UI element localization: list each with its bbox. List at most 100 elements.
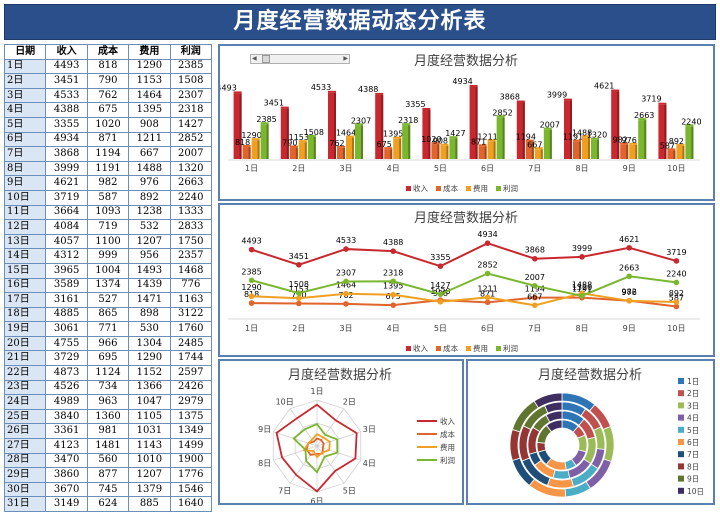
data-point [248,246,255,253]
bar [289,147,298,159]
data-label: 2663 [619,263,639,272]
date-cell: 3日 [3,87,47,104]
value-cell: 1640 [169,496,213,512]
bar-top [298,140,307,143]
bar [307,136,316,159]
legend-swatch [678,475,684,482]
data-label: 1427 [445,129,465,138]
day-scrollbar[interactable]: ◀ ▶ [250,54,350,64]
data-label: 1508 [304,128,324,137]
scroll-thumb[interactable] [262,55,270,63]
value-cell: 2852 [169,131,213,148]
value-cell: 2485 [169,335,213,352]
chart-title: 月度经营数据分析 [414,210,518,226]
value-cell: 560 [86,452,130,469]
bar [525,141,534,159]
scroll-left-icon[interactable]: ◀ [252,55,257,62]
legend-swatch [678,439,684,445]
bar-top [307,134,316,137]
bar [667,150,676,159]
scroll-right-icon[interactable]: ▶ [343,55,348,62]
x-tick-label: 10日 [667,324,685,333]
value-cell: 1744 [169,350,213,367]
date-cell: 28日 [3,452,47,469]
legend-label: 4日 [687,414,699,423]
bar-top [402,123,411,126]
data-point [296,290,302,296]
data-point [437,263,444,269]
data-label: 2007 [540,121,560,130]
data-label: 4388 [358,85,378,94]
legend-swatch [466,186,471,191]
value-cell: 1211 [128,131,171,148]
bar-top [251,138,260,141]
value-cell: 877 [86,467,130,483]
bar [337,147,345,159]
data-label: 3451 [289,252,309,261]
data-label: 675 [377,140,392,149]
date-cell: 15日 [3,262,47,279]
data-point [532,283,538,289]
bar [620,144,629,159]
bar [543,129,552,159]
bar [280,108,289,159]
data-point [343,278,349,285]
data-label: 587 [660,141,675,150]
legend-label: 利润 [440,455,455,465]
bar-side [334,92,336,159]
radar-series [292,422,339,474]
value-cell: 4057 [45,233,88,250]
data-point [390,302,396,308]
bar-side [239,93,242,159]
bar-top [658,102,667,105]
bar-top [496,115,505,118]
value-cell: 527 [86,292,130,308]
value-cell: 1163 [169,292,213,308]
value-cell: 1493 [128,262,171,279]
bar-side [493,141,496,159]
bar-top [355,123,363,126]
legend-label: 收入 [440,416,455,426]
data-label: 667 [527,292,542,301]
legend-swatch [436,346,441,351]
legend-swatch [678,487,684,494]
table-row: 22日 4873 1124 1152 2597 [3,365,213,381]
value-cell: 1194 [86,146,130,162]
legend-label: 成本 [443,183,458,193]
bar [573,141,581,159]
chart-title: 月度经营数据分析 [538,367,642,383]
data-label: 871 [471,137,486,146]
date-cell: 25日 [3,408,47,425]
bar [629,144,638,159]
value-cell: 4873 [45,365,88,381]
value-cell: 1750 [169,233,213,250]
bar [676,145,685,159]
legend-swatch [496,346,501,351]
radar-axis-label: 2日 [343,398,356,407]
value-cell: 771 [86,321,130,337]
bar-top [534,147,543,150]
data-point [626,244,632,251]
value-cell: 1207 [128,467,171,483]
value-cell: 3868 [45,146,88,162]
series-line [251,272,677,297]
legend-swatch [678,402,684,409]
data-label: 1427 [430,281,450,290]
bar-side [540,149,543,159]
bar-side [673,150,676,159]
bar-top [469,84,478,87]
data-point [296,262,302,268]
bar-side [626,144,629,159]
data-point [248,300,255,306]
value-cell: 3470 [45,452,88,469]
bar-top [525,139,534,142]
value-cell: 1427 [169,116,213,133]
bar-top [591,137,599,140]
date-cell: 9日 [3,175,47,191]
data-point [343,246,349,252]
doughnut-chart-panel: 月度经营数据分析 1日 2日 3日 4日 5日 6日 7日 8日 9日 10日 [466,359,715,505]
bar-side [390,149,393,159]
x-tick-label: 9日 [623,164,636,173]
x-tick-label: 6日 [481,164,494,173]
legend-swatch [466,346,471,351]
